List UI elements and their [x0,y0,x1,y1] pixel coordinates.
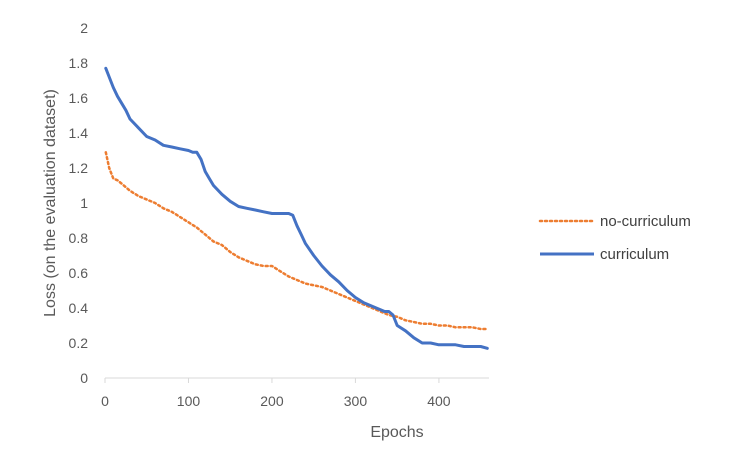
y-tick-label: 1 [80,195,88,211]
x-tick-label: 300 [344,393,368,409]
x-tick-label: 0 [101,393,109,409]
series-line-curriculum [104,66,489,350]
legend-label-no-curriculum: no-curriculum [600,213,691,230]
series-layer [104,66,489,350]
y-tick-label: 1.8 [69,55,89,71]
x-axis-tick-labels: 0 100 200 300 400 [101,378,451,409]
y-tick-label: 0.6 [69,265,89,281]
y-tick-label: 0 [80,370,88,386]
y-axis-title: Loss (on the evaluation dataset) [42,89,59,317]
legend: no-curriculum curriculum [538,213,691,263]
y-axis-tick-labels: 0 0.2 0.4 0.6 0.8 1 1.2 1.4 1.6 1.8 2 [69,20,89,386]
x-tick-label: 400 [427,393,451,409]
series-line-no-curriculum [104,151,489,331]
x-axis-title: Epochs [370,424,423,441]
y-tick-label: 1.2 [69,160,89,176]
y-tick-label: 2 [80,20,88,36]
y-tick-label: 0.8 [69,230,89,246]
legend-label-curriculum: curriculum [600,246,669,263]
y-tick-label: 0.2 [69,335,89,351]
y-tick-label: 0.4 [69,300,89,316]
x-tick-label: 100 [177,393,201,409]
x-tick-label: 200 [260,393,284,409]
y-tick-label: 1.6 [69,90,89,106]
y-tick-label: 1.4 [69,125,89,141]
